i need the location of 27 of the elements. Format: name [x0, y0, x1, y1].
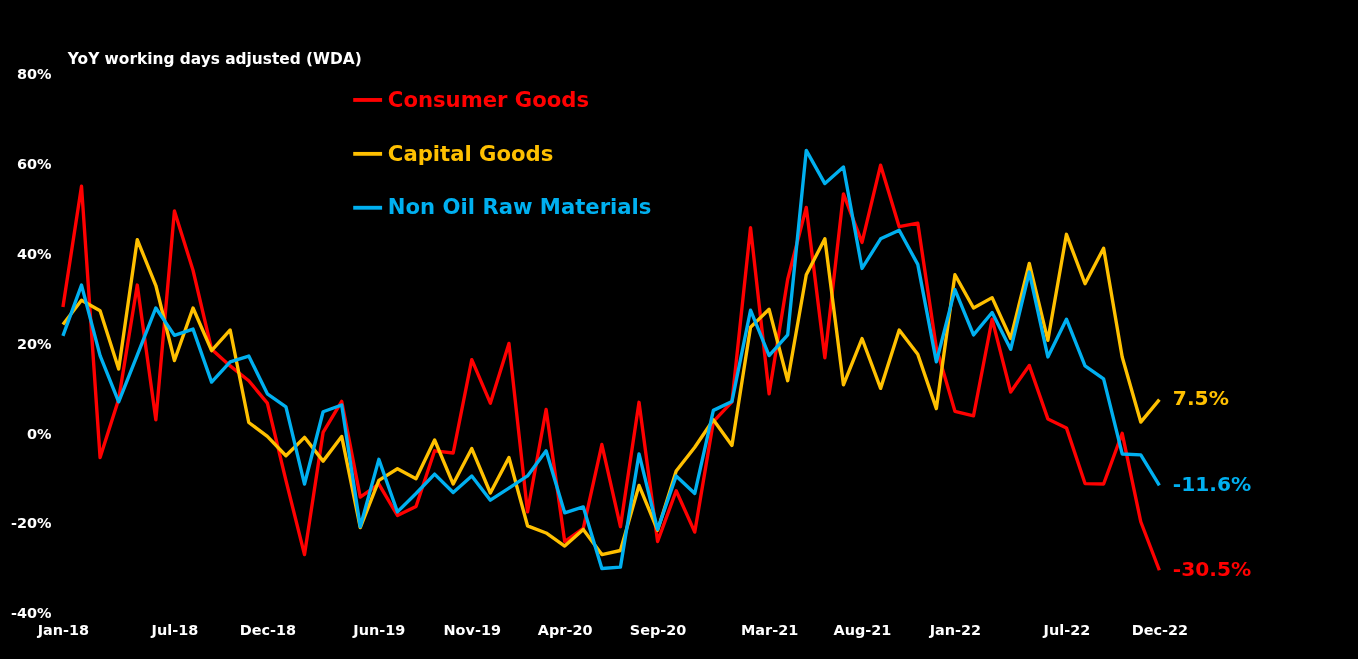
y-tick-label: 40%	[16, 245, 52, 262]
legend-label: Capital Goods	[387, 140, 554, 166]
x-tick-label: Aug-21	[833, 621, 892, 638]
x-tick-label: Nov-19	[443, 621, 501, 638]
x-tick-label: Mar-21	[740, 621, 799, 638]
line-series	[61, 232, 1162, 557]
y-axis-title: YoY working days adjusted (WDA)	[66, 49, 362, 68]
x-tick-label: Apr-20	[537, 621, 593, 638]
legend-label: Consumer Goods	[387, 86, 589, 112]
y-tick-label: -20%	[10, 515, 52, 532]
x-tick-label: Dec-18	[239, 621, 297, 638]
y-tick-label: 20%	[16, 335, 52, 352]
x-tick-label: Sep-20	[629, 621, 687, 638]
annotation: -11.6%	[1172, 472, 1252, 497]
legend-label: Non Oil Raw Materials	[387, 194, 652, 220]
annotation: -30.5%	[1172, 557, 1252, 582]
x-tick-label: Jun-19	[352, 621, 406, 638]
y-tick-label: -40%	[10, 605, 52, 622]
y-tick-label: 0%	[26, 425, 52, 442]
annotation: 7.5%	[1172, 386, 1229, 411]
x-tick-label: Jan-22	[928, 621, 982, 638]
x-tick-label: Dec-22	[1131, 621, 1189, 638]
x-tick-label: Jan-18	[36, 621, 90, 638]
x-tick-label: Jul-18	[150, 621, 199, 638]
y-tick-label: 60%	[16, 156, 52, 173]
x-tick-label: Jul-22	[1042, 621, 1091, 638]
y-tick-label: 80%	[16, 66, 52, 83]
